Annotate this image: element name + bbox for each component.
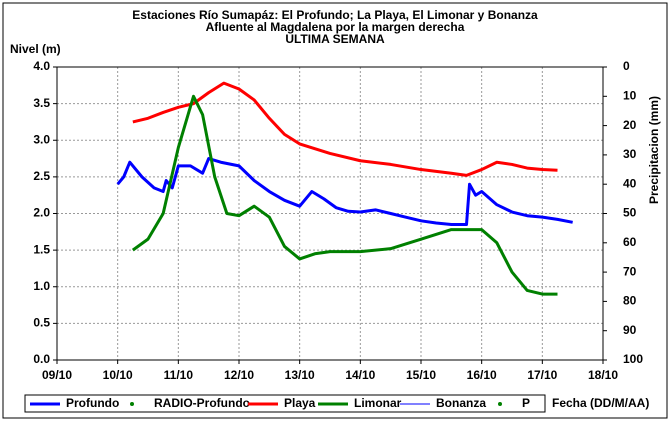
x-tick-label: 17/10 — [527, 368, 557, 382]
x-axis-label: Fecha (DD/M/AA) — [552, 396, 649, 410]
y2-tick-label: 90 — [623, 323, 637, 337]
x-tick-label: 15/10 — [406, 368, 436, 382]
y-tick-label: 3.0 — [33, 132, 50, 146]
y2-axis-label: Precipitacion (mm) — [647, 96, 661, 204]
y2-tick-label: 0 — [623, 59, 630, 73]
x-tick-label: 13/10 — [285, 368, 315, 382]
y2-tick-label: 10 — [623, 88, 637, 102]
legend-label: Bonanza — [436, 396, 486, 410]
y2-tick-label: 30 — [623, 147, 637, 161]
y2-tick-label: 100 — [623, 352, 643, 366]
legend-label: Limonar — [354, 396, 402, 410]
y-tick-label: 3.5 — [33, 96, 50, 110]
chart-title: Estaciones Río Sumapáz: El Profundo; La … — [132, 8, 538, 22]
x-tick-label: 16/10 — [467, 368, 497, 382]
y-tick-label: 0.5 — [33, 316, 50, 330]
legend-label: Playa — [284, 396, 316, 410]
plot-area — [56, 66, 604, 361]
chart-border — [2, 2, 668, 419]
y-axis-label: Nivel (m) — [10, 42, 61, 56]
chart-subtitle: Afluente al Magdalena por la margen dere… — [206, 20, 465, 34]
x-tick-label: 10/10 — [103, 368, 133, 382]
y2-tick-label: 70 — [623, 264, 637, 278]
chart-subtitle: ULTIMA SEMANA — [285, 32, 385, 46]
y-tick-label: 4.0 — [33, 59, 50, 73]
legend-marker — [130, 402, 134, 406]
y2-tick-label: 40 — [623, 176, 637, 190]
y2-tick-label: 60 — [623, 235, 637, 249]
legend — [24, 394, 546, 413]
x-tick-label: 12/10 — [224, 368, 254, 382]
legend-label: Profundo — [66, 396, 119, 410]
line — [131, 94, 558, 296]
line — [116, 157, 573, 226]
y-tick-label: 1.0 — [33, 279, 50, 293]
y-tick-label: 0.0 — [33, 352, 50, 366]
y2-tick-label: 50 — [623, 206, 637, 220]
x-tick-label: 09/10 — [42, 368, 72, 382]
y2-tick-label: 80 — [623, 294, 637, 308]
y-tick-label: 2.5 — [33, 169, 50, 183]
y2-tick-label: 20 — [623, 118, 637, 132]
legend-marker — [498, 402, 502, 406]
legend-label: P — [522, 396, 530, 410]
x-tick-label: 11/10 — [164, 368, 194, 382]
x-tick-label: 18/10 — [588, 368, 618, 382]
legend-label: RADIO-Profundo — [154, 396, 250, 410]
y-tick-label: 2.0 — [33, 206, 50, 220]
x-tick-label: 14/10 — [345, 368, 375, 382]
y-tick-label: 1.5 — [33, 242, 50, 256]
